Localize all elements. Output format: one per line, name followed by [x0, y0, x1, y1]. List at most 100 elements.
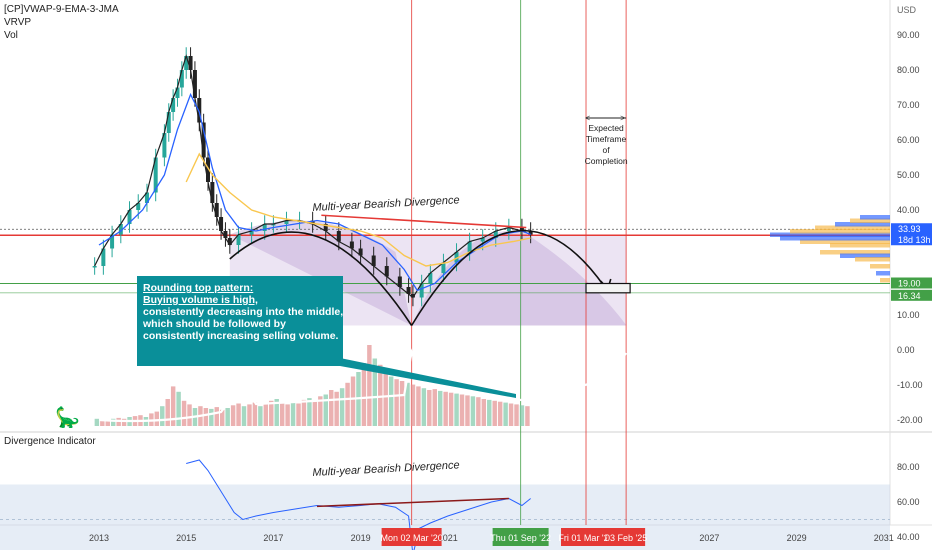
candle-body [358, 248, 363, 256]
divergence-line-indicator [316, 497, 509, 508]
callout-pointer [340, 358, 516, 398]
price-axis-tick: 60.00 [897, 135, 920, 145]
callout-line: consistently increasing selling volume. [143, 330, 339, 342]
indicator-title[interactable]: Divergence Indicator [4, 436, 96, 447]
volume-bar [318, 396, 323, 426]
candle-body [127, 210, 132, 224]
candle-body [166, 112, 171, 133]
legend-indicator-name[interactable]: [CP]VWAP-9-EMA-3-JMA [4, 4, 119, 15]
indicator-line [186, 459, 531, 550]
vrvp-bar [770, 232, 890, 237]
rounding-arc-left [229, 231, 413, 326]
volume-bar [361, 363, 367, 426]
vrvp-bar [820, 250, 890, 255]
volume-bar [388, 376, 394, 426]
divergence-label-top: Multi-year Bearish Divergence [312, 194, 460, 214]
candle-body [528, 231, 533, 235]
timeframe-arrow-left: < [585, 113, 590, 123]
volume-bar [454, 393, 459, 426]
volume-bar [405, 382, 410, 426]
candle-body [371, 255, 376, 266]
price-axis-tick: 0.00 [897, 345, 915, 355]
time-axis-tick: 2029 [787, 533, 807, 543]
volume-bar [225, 408, 230, 426]
date-highlight-bg [381, 528, 442, 546]
price-axis-tick: 10.00 [897, 310, 920, 320]
candle-body [506, 227, 511, 231]
volume-bar [219, 409, 225, 426]
volume-projection-line [521, 352, 628, 402]
candle-body [162, 133, 167, 158]
volume-bar [165, 399, 170, 426]
price-axis-tick: 80.00 [897, 65, 920, 75]
candle-body [144, 192, 149, 203]
vrvp-bar [860, 215, 890, 220]
price-tag-value: 16.34 [898, 291, 921, 301]
vrvp-bar [830, 243, 890, 248]
volume-bar [247, 404, 252, 426]
volume-bar [209, 408, 214, 426]
candle-body [397, 276, 402, 287]
volume-bar [367, 345, 372, 426]
candle-body [284, 220, 289, 224]
date-highlight-label: Mon 02 Mar '20 [380, 533, 442, 543]
volume-bar [416, 386, 421, 426]
volume-bar [519, 405, 525, 426]
candle-body [349, 241, 354, 249]
candle-body [192, 70, 197, 98]
candle-body [179, 70, 184, 88]
vrvp-bar [835, 222, 890, 227]
candle-body [219, 217, 224, 231]
timeframe-label: Completion [585, 156, 628, 166]
legend-vrvp[interactable]: VRVP [4, 17, 32, 28]
volume-bar [252, 402, 258, 426]
volume-bar [492, 400, 497, 426]
callout-line: consistently decreasing into the middle, [143, 306, 344, 318]
candle-body [441, 262, 446, 273]
volume-bar [170, 386, 176, 426]
legend-vol[interactable]: Vol [4, 30, 18, 41]
time-axis-tick: 2031 [874, 533, 894, 543]
candle-body [480, 238, 485, 242]
candle-body [153, 157, 158, 193]
callout-line: Rounding top pattern: [143, 282, 254, 294]
price-tag-value: 19.00 [898, 279, 921, 289]
volume-bar [100, 419, 105, 426]
volume-bar [350, 376, 356, 426]
volume-bar [372, 358, 378, 426]
volume-bar [345, 382, 350, 426]
candle-body [454, 252, 459, 263]
date-highlight-label: 03 Feb '25 [605, 533, 647, 543]
candle-body [101, 248, 106, 266]
volume-bar [290, 401, 296, 426]
candle-body [271, 224, 276, 226]
volume-bar [241, 406, 247, 426]
volume-bar [154, 411, 160, 426]
date-highlight-bg [492, 528, 549, 546]
price-tag-bg [891, 289, 932, 301]
vrvp-bar [855, 257, 890, 262]
candle-body [136, 203, 141, 210]
volume-bar [296, 403, 301, 426]
volume-bar [301, 399, 307, 426]
price-tag-bg [891, 277, 932, 289]
candle-body [201, 122, 206, 158]
price-axis-tick: 90.00 [897, 30, 920, 40]
volume-bar [525, 406, 530, 426]
time-axis-tick: 2019 [351, 533, 371, 543]
volume-bar [399, 381, 405, 426]
timeframe-arrow-right: > [620, 113, 625, 123]
vrvp-bar [815, 225, 890, 230]
candle-body [384, 266, 389, 277]
vrvp-bar [800, 239, 890, 244]
callout-box: Rounding top pattern: Buying volume is h… [137, 276, 343, 366]
volume-bar [508, 403, 514, 426]
volume-bar [181, 400, 187, 426]
candle-body [171, 98, 176, 112]
candle-body [262, 224, 267, 231]
volume-bar [285, 404, 290, 426]
volume-bar [443, 391, 448, 426]
tradingview-logo-icon: 🦕 [55, 405, 80, 429]
